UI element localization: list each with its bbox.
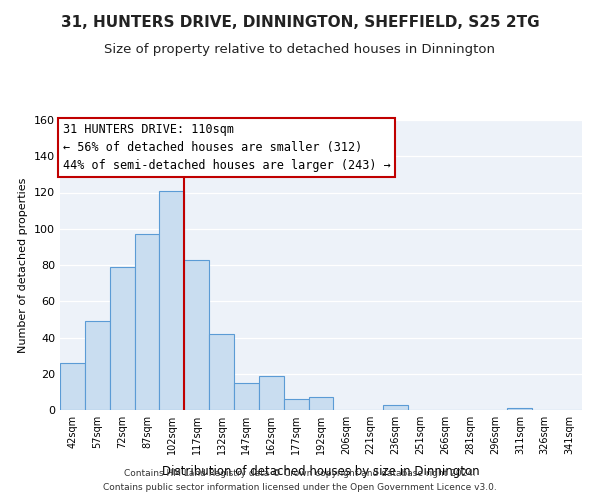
Text: Size of property relative to detached houses in Dinnington: Size of property relative to detached ho… <box>104 42 496 56</box>
Text: Contains HM Land Registry data © Crown copyright and database right 2024.: Contains HM Land Registry data © Crown c… <box>124 468 476 477</box>
Text: Contains public sector information licensed under the Open Government Licence v3: Contains public sector information licen… <box>103 484 497 492</box>
Bar <box>134 234 160 410</box>
Bar <box>85 321 110 410</box>
Bar <box>234 383 259 410</box>
Bar <box>209 334 234 410</box>
Bar <box>259 376 284 410</box>
X-axis label: Distribution of detached houses by size in Dinnington: Distribution of detached houses by size … <box>162 466 480 478</box>
Bar <box>383 404 408 410</box>
Bar <box>184 260 209 410</box>
Bar <box>110 267 134 410</box>
Text: 31, HUNTERS DRIVE, DINNINGTON, SHEFFIELD, S25 2TG: 31, HUNTERS DRIVE, DINNINGTON, SHEFFIELD… <box>61 15 539 30</box>
Bar <box>160 190 184 410</box>
Text: 31 HUNTERS DRIVE: 110sqm
← 56% of detached houses are smaller (312)
44% of semi-: 31 HUNTERS DRIVE: 110sqm ← 56% of detach… <box>62 123 391 172</box>
Bar <box>508 408 532 410</box>
Bar <box>60 363 85 410</box>
Bar <box>308 398 334 410</box>
Bar <box>284 399 308 410</box>
Y-axis label: Number of detached properties: Number of detached properties <box>19 178 28 352</box>
